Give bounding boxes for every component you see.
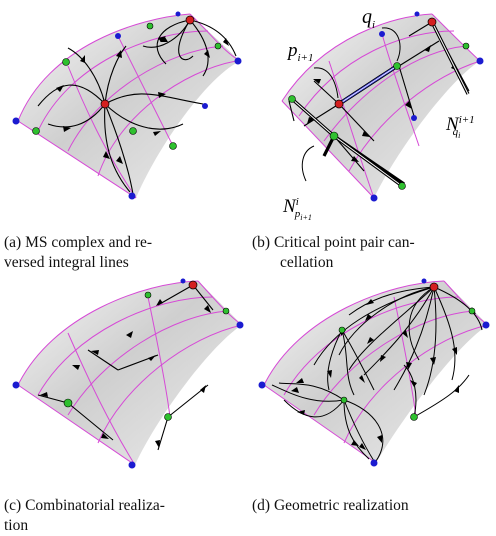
surface [18,281,242,465]
critical-points [288,11,484,202]
caption-a: (a) MS complex and re- versed integral l… [4,234,153,271]
panel-c [8,275,248,475]
panel-d [254,275,494,475]
critical-points [12,278,244,469]
panel-a [8,6,248,206]
caption-c: (c) Combinatorial realiza- tion [4,497,165,534]
label-q-i: qi [362,6,376,31]
cancel-path [337,64,399,106]
caption-b: (b) Critical point pair can- cellation [252,234,415,271]
label-N-q: Ni+1qi [446,114,475,140]
arrow-heads [40,299,211,448]
pair-paths-inner [291,21,469,187]
arrow-heads [56,36,229,164]
surface [264,281,488,463]
label-N-p: Nipi+1 [283,196,312,222]
panel-b [254,6,494,206]
integral-lines [271,286,483,462]
integral-lines [37,19,237,195]
label-pointers [301,27,401,182]
critical-points [12,11,242,200]
surface [282,14,480,198]
label-p-i-plus-1: pi+1 [288,40,314,64]
critical-points [258,278,490,467]
caption-d: (d) Geometric realization [252,497,409,514]
mesh-lines [281,13,481,199]
